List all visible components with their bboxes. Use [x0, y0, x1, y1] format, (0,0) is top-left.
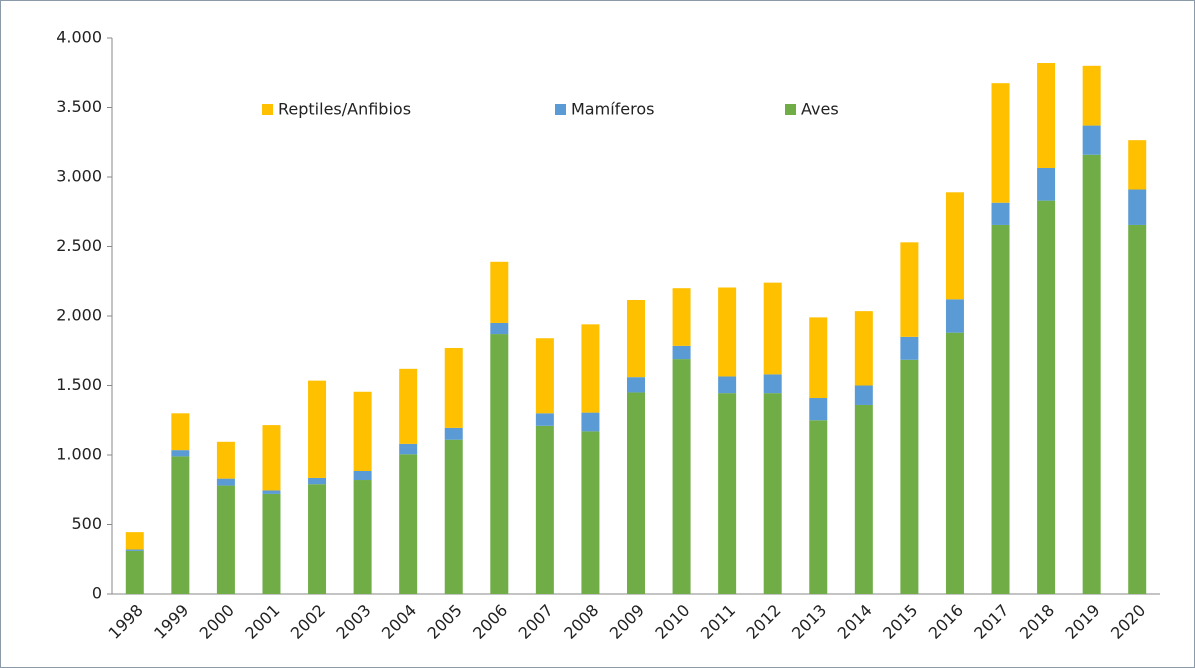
y-tick-label: 4.000 [56, 28, 102, 47]
bar-segment [627, 392, 645, 594]
bar-segment [1082, 154, 1101, 594]
bar-segment [900, 359, 919, 594]
bar-segment [535, 338, 554, 414]
y-tick-label: 500 [71, 514, 102, 533]
bar-segment [262, 490, 281, 494]
bar-segment [1082, 125, 1101, 155]
bar-segment [308, 477, 327, 485]
bar-segment [216, 478, 235, 486]
bar-segment [125, 549, 144, 551]
bar-segment [763, 393, 782, 594]
bar-segment [444, 439, 463, 594]
bar-segment [444, 347, 463, 428]
bar-segment [991, 202, 1010, 225]
legend-label: Mamíferos [571, 100, 654, 119]
bar-segment [1128, 189, 1147, 225]
bar-segment [718, 376, 737, 394]
bar-segment [216, 485, 235, 594]
bar-segment [308, 484, 327, 594]
bar-segment [353, 391, 372, 471]
bar-segment [672, 288, 691, 346]
bar-segment [581, 431, 600, 594]
bar-segment [125, 532, 144, 550]
bar-segment [1082, 65, 1101, 126]
y-tick-label: 1.500 [56, 375, 102, 394]
bar-segment [718, 287, 737, 377]
bar-segment [444, 427, 463, 440]
bar-segment [1128, 140, 1147, 190]
bar-segment [945, 192, 964, 300]
bar-segment [991, 83, 1010, 203]
bar-segment [490, 322, 509, 335]
y-tick-label: 2.000 [56, 306, 102, 325]
bar-segment [763, 374, 782, 394]
legend-label: Aves [801, 100, 839, 119]
bar-segment [262, 493, 281, 594]
bar-segment [171, 450, 190, 457]
bar-segment [672, 345, 691, 360]
y-tick-label: 3.500 [56, 97, 102, 116]
bar-segment [854, 311, 873, 386]
bar-segment [854, 385, 873, 405]
bar-segment [718, 393, 737, 594]
bar-segment [900, 242, 919, 337]
bar-segment [581, 412, 600, 432]
bar-segment [945, 332, 964, 594]
bar-segment [399, 368, 418, 444]
bar-segment [1128, 224, 1147, 594]
bar-segment [399, 443, 418, 455]
bar-segment [809, 317, 828, 399]
bar-segment [1037, 167, 1056, 201]
bar-segment [171, 456, 190, 594]
bar-segment [991, 224, 1010, 594]
bar-segment [125, 550, 144, 594]
bar-segment [262, 425, 281, 491]
bar-segment [171, 413, 190, 451]
legend-swatch [785, 104, 796, 115]
bar-segment [581, 324, 600, 413]
bar-segment [216, 441, 235, 479]
legend-label: Reptiles/Anfibios [278, 100, 411, 119]
legend-swatch [262, 104, 273, 115]
y-tick-label: 0 [92, 584, 102, 603]
bar-segment [854, 404, 873, 594]
bar-segment [535, 413, 554, 426]
bar-segment [1037, 200, 1056, 594]
bar-segment [535, 425, 554, 594]
bar-segment [809, 420, 828, 594]
bar-segment [900, 336, 919, 360]
bar-segment [353, 470, 372, 481]
bar-segment [809, 398, 828, 421]
bar-segment [490, 261, 509, 323]
bar-segment [490, 334, 509, 594]
bar-segment [672, 359, 691, 594]
bar-segment [1037, 63, 1056, 168]
bar-segment [353, 480, 372, 594]
bar-segment [308, 380, 327, 478]
y-tick-label: 3.000 [56, 167, 102, 186]
bar-segment [627, 300, 645, 378]
bar-segment [763, 282, 782, 375]
legend-swatch [555, 104, 566, 115]
bar-segment [627, 377, 645, 393]
bar-segment [945, 299, 964, 333]
y-tick-label: 2.500 [56, 236, 102, 255]
y-tick-label: 1.000 [56, 445, 102, 464]
bar-segment [399, 454, 418, 594]
